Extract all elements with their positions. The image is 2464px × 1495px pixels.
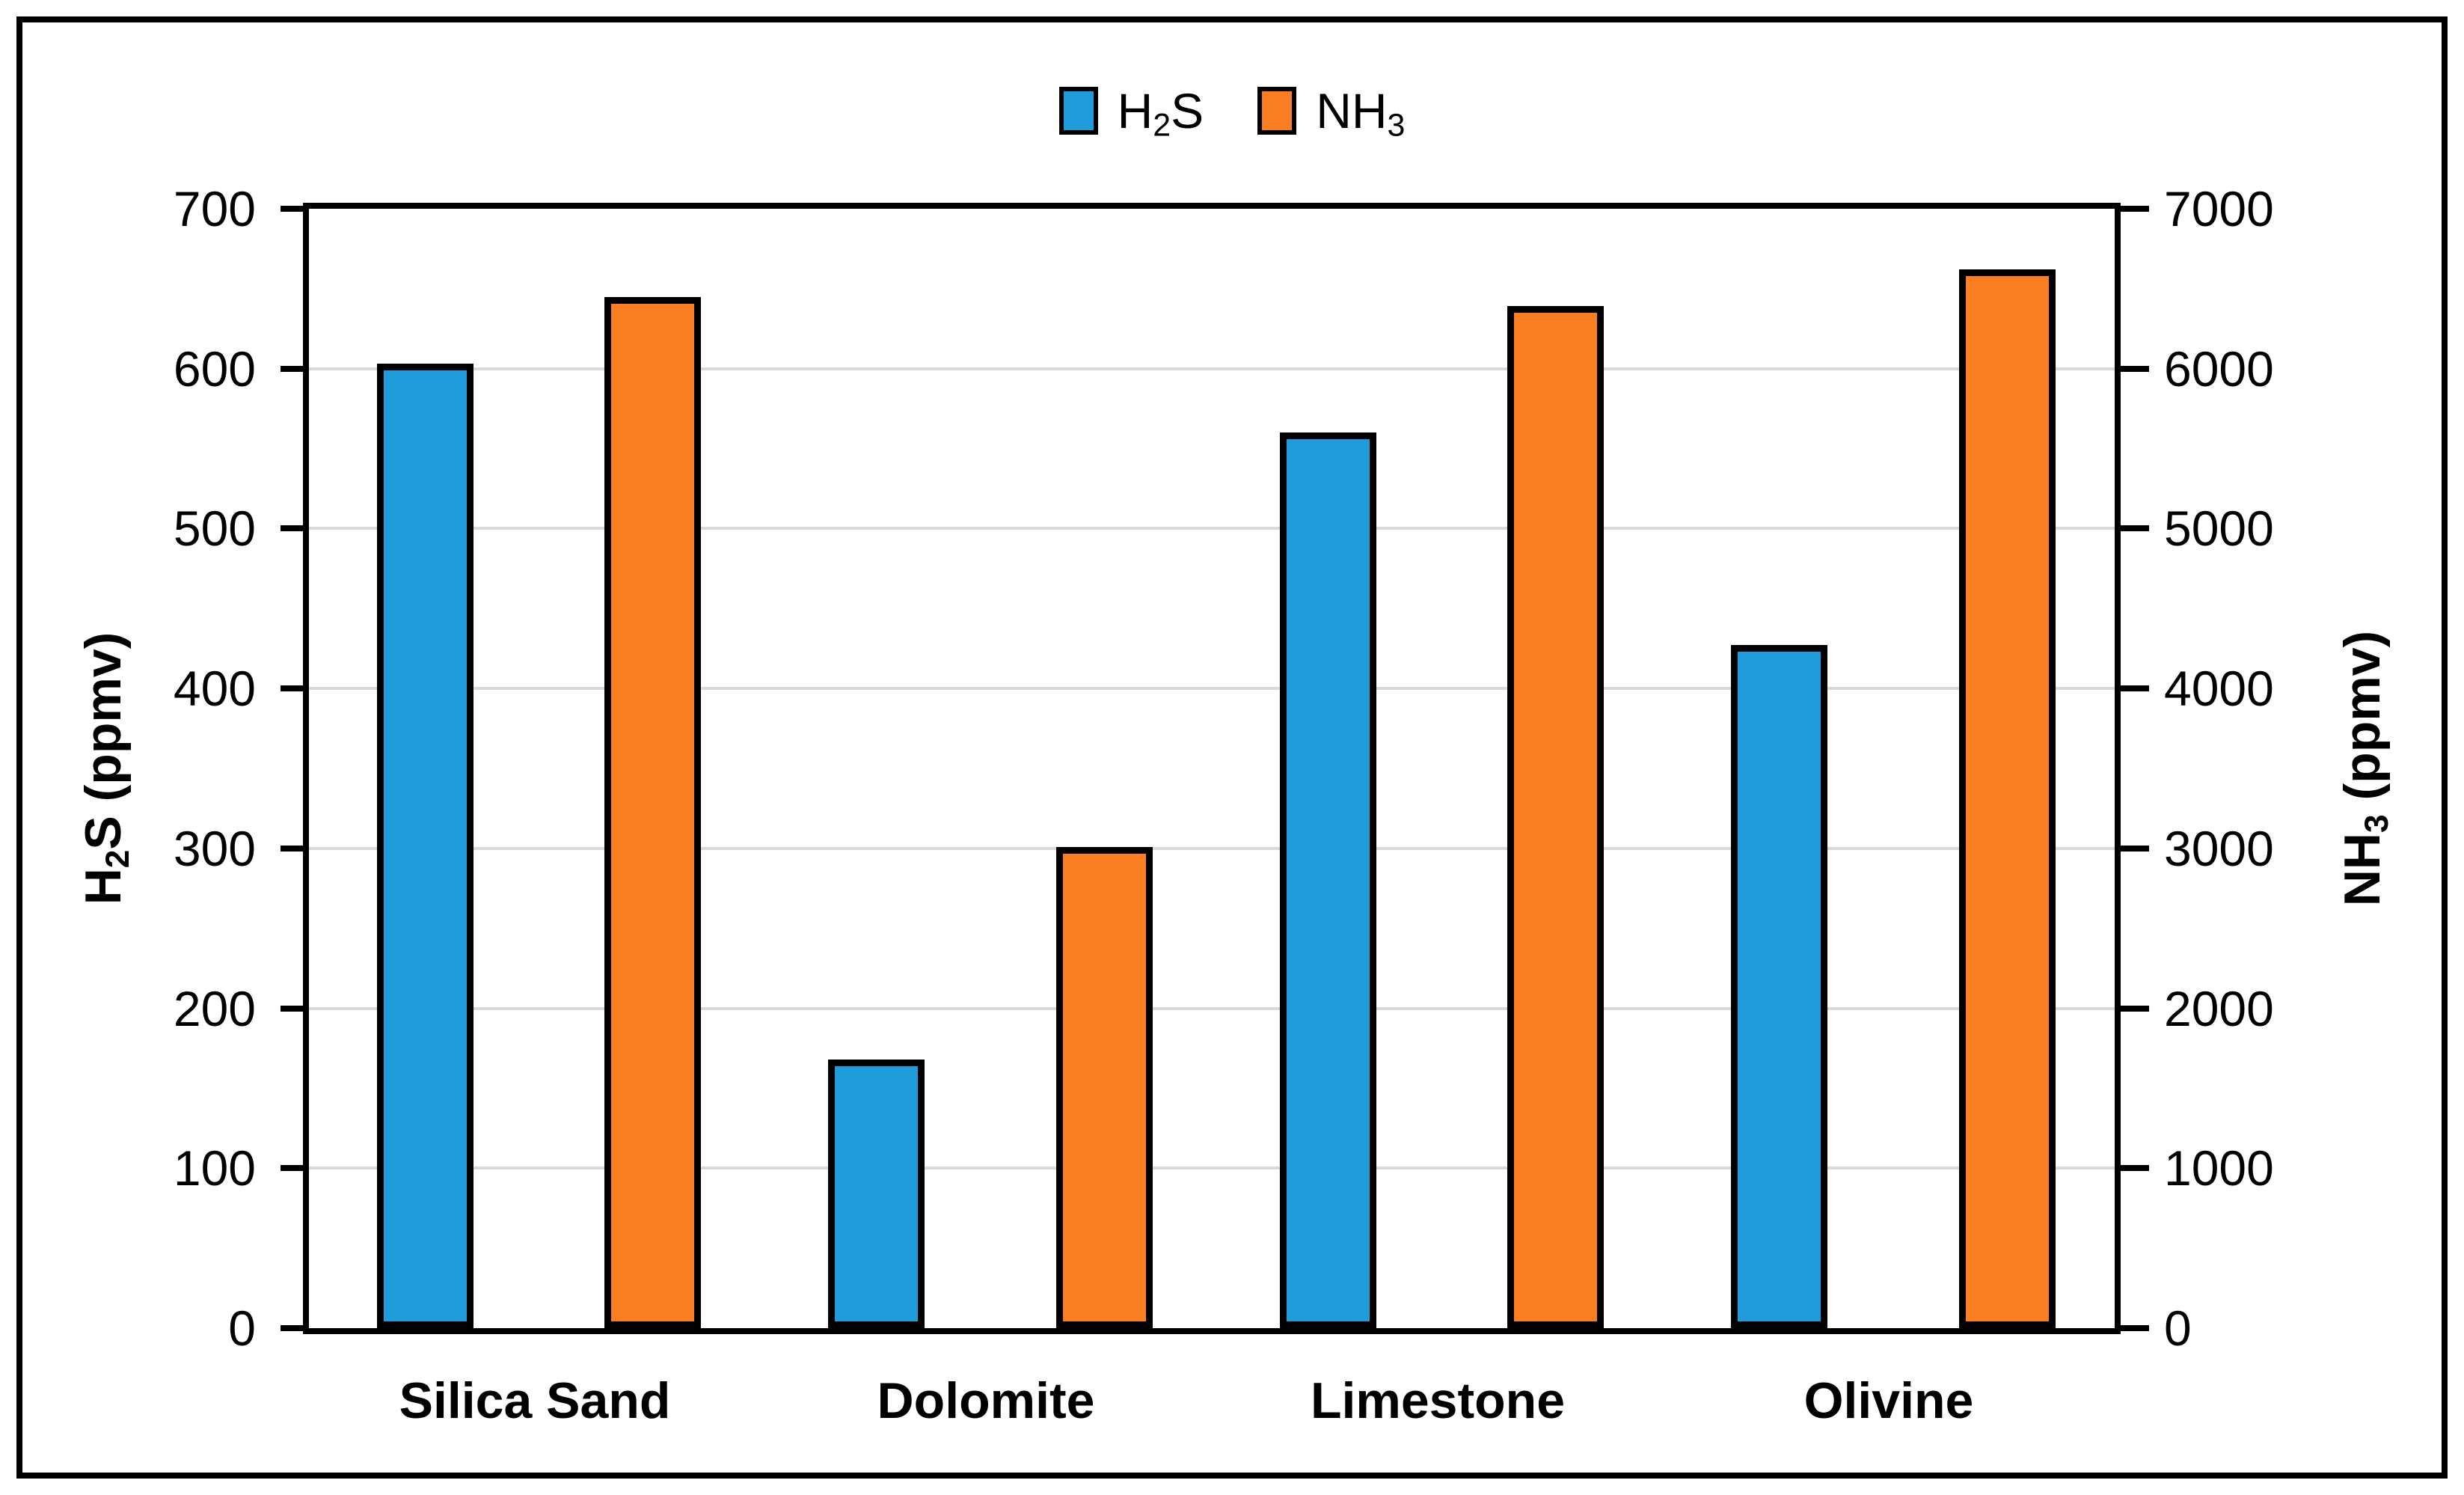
- x-category-label-olivine: Olivine: [1803, 1372, 1974, 1429]
- right-axis-tick-4000: [2121, 685, 2149, 691]
- left-axis-tick-700: [281, 206, 309, 212]
- x-category-label-silica-sand: Silica Sand: [399, 1372, 671, 1429]
- x-category-label-limestone: Limestone: [1310, 1372, 1566, 1429]
- legend: H2S NH3: [0, 83, 2464, 144]
- left-axis-tick-200: [281, 1006, 309, 1012]
- right-axis-tick-label-2000: 2000: [2164, 981, 2274, 1036]
- left-axis-tick-100: [281, 1165, 309, 1171]
- bars-layer: [309, 209, 2115, 1328]
- legend-item-h2s: H2S: [1058, 83, 1204, 144]
- legend-item-nh3: NH3: [1257, 83, 1406, 144]
- left-axis-tick-label-500: 500: [173, 501, 256, 556]
- right-axis-tick-label-3000: 3000: [2164, 821, 2274, 876]
- gridline-500: [309, 527, 2115, 530]
- figure-border: [16, 16, 2448, 1479]
- bar-h2s-silica-sand: [377, 364, 474, 1328]
- left-axis-tick-500: [281, 525, 309, 531]
- gridline-100: [309, 1167, 2115, 1170]
- bar-h2s-limestone: [1280, 432, 1376, 1328]
- left-axis-tick-600: [281, 366, 309, 372]
- left-axis-tick-0: [281, 1325, 309, 1331]
- gridline-300: [309, 847, 2115, 850]
- gridline-400: [309, 687, 2115, 690]
- bar-nh3-silica-sand: [604, 297, 701, 1328]
- left-axis-tick-label-200: 200: [173, 981, 256, 1036]
- bar-nh3-olivine: [1959, 269, 2056, 1328]
- bar-nh3-dolomite: [1056, 847, 1153, 1328]
- x-category-label-dolomite: Dolomite: [877, 1372, 1095, 1429]
- right-axis-tick-label-5000: 5000: [2164, 501, 2274, 556]
- right-axis-tick-label-7000: 7000: [2164, 181, 2274, 236]
- legend-label-h2s: H2S: [1117, 83, 1204, 144]
- left-axis-tick-label-400: 400: [173, 661, 256, 716]
- right-axis-tick-label-4000: 4000: [2164, 661, 2274, 716]
- plot-area: [303, 203, 2121, 1334]
- bar-h2s-olivine: [1731, 645, 1827, 1328]
- right-axis-tick-1000: [2121, 1165, 2149, 1171]
- right-axis-tick-5000: [2121, 525, 2149, 531]
- right-axis-tick-3000: [2121, 846, 2149, 852]
- left-axis-tick-label-700: 700: [173, 181, 256, 236]
- right-axis-tick-0: [2121, 1325, 2149, 1331]
- left-axis-tick-label-100: 100: [173, 1140, 256, 1196]
- left-axis-tick-300: [281, 846, 309, 852]
- gridline-layer: [309, 209, 2115, 1328]
- right-axis-tick-2000: [2121, 1006, 2149, 1012]
- bar-h2s-dolomite: [828, 1060, 925, 1328]
- bar-nh3-limestone: [1507, 306, 1604, 1328]
- right-axis-tick-label-1000: 1000: [2164, 1140, 2274, 1196]
- gridline-200: [309, 1007, 2115, 1010]
- left-axis-tick-label-300: 300: [173, 821, 256, 876]
- right-axis-tick-label-6000: 6000: [2164, 341, 2274, 397]
- gridline-600: [309, 367, 2115, 370]
- h2s-swatch-icon: [1058, 87, 1098, 135]
- left-axis-tick-label-600: 600: [173, 341, 256, 397]
- left-axis-tick-label-0: 0: [228, 1300, 256, 1356]
- right-axis-tick-6000: [2121, 366, 2149, 372]
- right-axis-tick-label-0: 0: [2164, 1300, 2192, 1356]
- nh3-swatch-icon: [1257, 87, 1297, 135]
- left-axis-tick-400: [281, 685, 309, 691]
- right-axis-tick-7000: [2121, 206, 2149, 212]
- legend-label-nh3: NH3: [1316, 83, 1406, 144]
